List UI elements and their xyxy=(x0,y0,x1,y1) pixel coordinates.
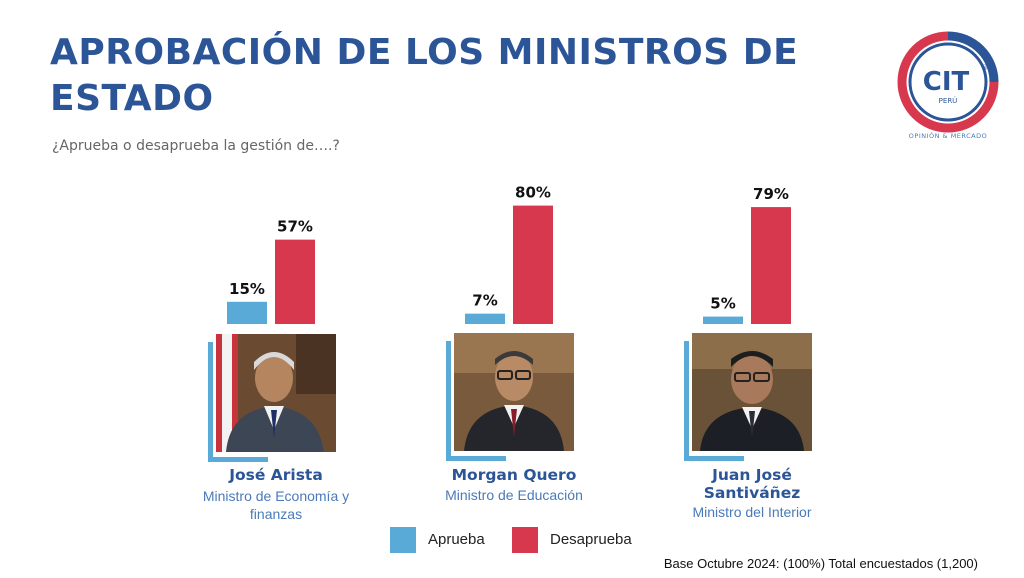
logo-text: CIT xyxy=(923,67,970,97)
portrait-juan-jose-santivanez-image xyxy=(692,333,812,451)
photo-accent-horizontal xyxy=(446,456,506,461)
logo-registered: ® xyxy=(981,64,988,72)
bar-value-label: 57% xyxy=(277,218,313,236)
legend-swatch-desaprueba xyxy=(512,527,538,553)
photo-accent-horizontal xyxy=(684,456,744,461)
bar-aprueba xyxy=(465,313,505,324)
minister-name: Juan José Santiváñez xyxy=(652,466,852,502)
legend-label: Desaprueba xyxy=(550,531,632,548)
logo-inner-ring xyxy=(908,42,988,122)
minister-name-text: Juan José Santiváñez xyxy=(703,466,801,502)
bar-value-label: 80% xyxy=(515,184,551,202)
minister-role: Ministro de Economía y finanzas xyxy=(176,487,376,523)
photo-accent-vertical xyxy=(208,342,213,462)
bar-desaprueba xyxy=(513,205,553,324)
minister-name: Morgan Quero xyxy=(451,466,577,484)
portrait-jose-arista-image xyxy=(216,334,336,452)
logo-red-arc xyxy=(897,31,999,133)
cit-logo-mark: CIT ® PERÚ OPINIÓN & MERCADO xyxy=(897,31,999,140)
bar-value-label: 15% xyxy=(229,280,265,298)
page-title: APROBACIÓN DE LOS MINISTROS DE ESTADO xyxy=(50,32,799,119)
portrait-morgan-quero-image xyxy=(454,333,574,451)
cit-logo: CIT ® PERÚ OPINIÓN & MERCADO xyxy=(897,31,999,142)
photo-accent-vertical xyxy=(684,341,689,461)
portrait-frame xyxy=(692,333,812,451)
logo-blue-arc xyxy=(947,31,999,83)
bar-aprueba xyxy=(703,316,743,324)
bar-value-label: 79% xyxy=(753,185,789,203)
logo-tagline: OPINIÓN & MERCADO xyxy=(909,131,987,140)
photo-juan-jose-santivanez xyxy=(684,333,812,461)
sample-footnote: Base Octubre 2024: (100%) Total encuesta… xyxy=(663,556,978,571)
portrait-frame xyxy=(216,334,336,452)
bar-desaprueba xyxy=(275,239,315,324)
portrait-frame xyxy=(454,333,574,451)
survey-question: ¿Aprueba o desaprueba la gestión de….? xyxy=(52,138,340,154)
logo-sub: PERÚ xyxy=(939,96,958,105)
minister-role: Ministro de Educación xyxy=(445,487,583,503)
minister-name: José Arista xyxy=(229,466,323,484)
photo-jose-arista xyxy=(208,334,336,462)
minister-role-text: Ministro de Economía y finanzas xyxy=(202,488,350,522)
bar-value-label: 5% xyxy=(710,295,735,313)
photo-accent-horizontal xyxy=(208,457,268,462)
legend-label: Aprueba xyxy=(428,531,485,548)
bar-value-label: 7% xyxy=(472,292,497,310)
bar-aprueba xyxy=(227,301,267,324)
minister-role: Ministro del Interior xyxy=(692,504,812,520)
photo-morgan-quero xyxy=(446,333,574,461)
legend-swatch-aprueba xyxy=(390,527,416,553)
bar-desaprueba xyxy=(751,207,791,324)
photo-accent-vertical xyxy=(446,341,451,461)
